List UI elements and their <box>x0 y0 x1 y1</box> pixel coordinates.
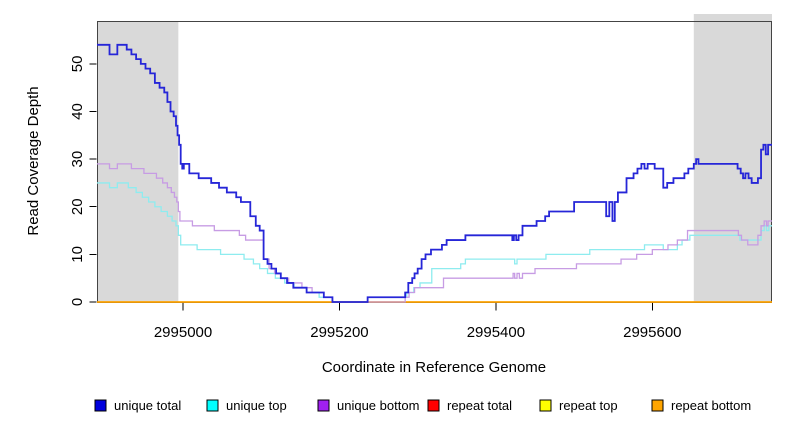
y-tick-label: 10 <box>69 246 86 263</box>
plot-border <box>97 21 772 303</box>
legend-label-repeat-top: repeat top <box>559 398 618 413</box>
x-tick-label: 2995000 <box>154 324 212 341</box>
x-axis: 2995000 2995200 2995400 2995600 <box>154 302 682 341</box>
shaded-region <box>97 21 179 302</box>
y-tick-label: 50 <box>69 56 86 73</box>
legend-swatch-repeat-top <box>539 399 552 412</box>
legend-label-unique-top: unique top <box>226 398 287 413</box>
legend-swatch-unique-top <box>206 399 219 412</box>
legend: unique total unique top unique bottom repea… <box>94 398 751 413</box>
x-tick-label: 2995600 <box>623 324 681 341</box>
y-tick-label: 0 <box>69 298 86 306</box>
legend-label-repeat-total: repeat total <box>447 398 512 413</box>
legend-label-unique-total: unique total <box>114 398 181 413</box>
shaded-region <box>693 14 772 302</box>
series-line-unique-bottom <box>97 163 772 303</box>
x-tick-label: 2995400 <box>467 324 525 341</box>
y-axis-title: Read Coverage Depth <box>25 86 42 235</box>
series-line-unique-top <box>97 182 772 303</box>
series-lines <box>97 43 772 303</box>
series-line-unique-total <box>97 43 772 303</box>
x-tick-label: 2995200 <box>310 324 368 341</box>
y-axis: 0 10 20 30 40 50 <box>69 56 97 306</box>
x-axis-title: Coordinate in Reference Genome <box>322 359 546 376</box>
legend-swatch-unique-total <box>94 399 107 412</box>
legend-swatch-repeat-bottom <box>651 399 664 412</box>
y-tick-label: 20 <box>69 198 86 215</box>
y-tick-label: 30 <box>69 151 86 168</box>
legend-swatch-repeat-total <box>427 399 440 412</box>
shaded-regions <box>97 14 772 302</box>
legend-swatch-unique-bottom <box>317 399 330 412</box>
y-tick-label: 40 <box>69 103 86 120</box>
legend-label-repeat-bottom: repeat bottom <box>671 398 751 413</box>
legend-label-unique-bottom: unique bottom <box>337 398 419 413</box>
